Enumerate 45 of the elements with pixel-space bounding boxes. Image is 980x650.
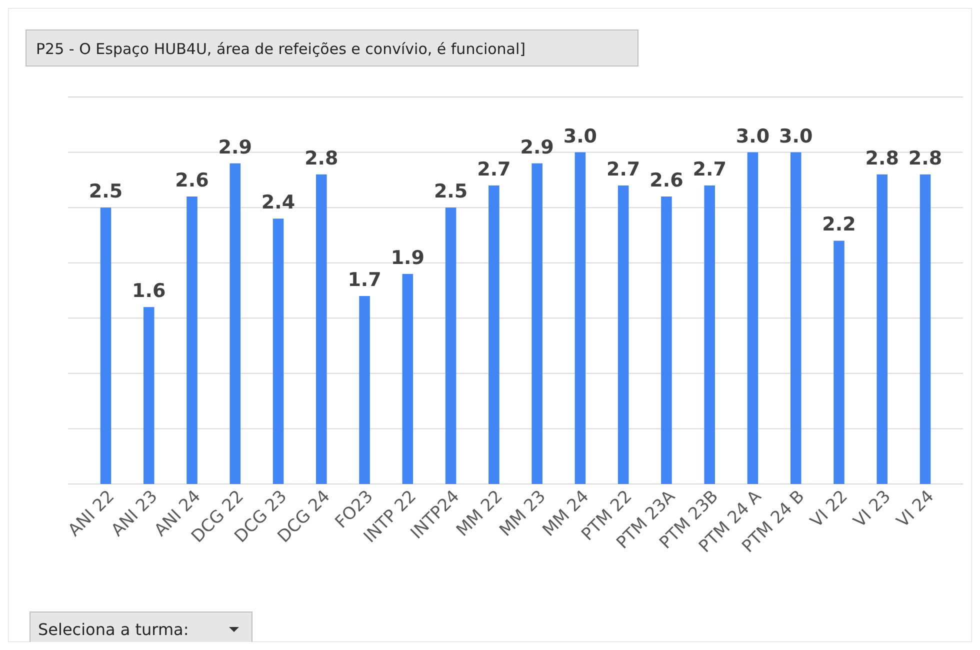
bar: [876, 174, 888, 484]
bar: [532, 163, 542, 484]
bar: [230, 163, 241, 484]
bar: [920, 174, 931, 484]
data-label: 2.7: [477, 158, 511, 180]
chart-title: P25 - O Espaço HUB4U, área de refeições e convívio, é funcional]: [36, 40, 526, 58]
x-tick-label: VI 22: [806, 486, 852, 532]
bar: [445, 208, 456, 484]
data-label: 2.5: [88, 180, 123, 203]
data-label: 3.0: [563, 125, 598, 148]
bar: [359, 296, 370, 484]
bar: [661, 196, 672, 484]
data-label: 3.0: [779, 125, 813, 148]
data-label: 1.6: [132, 280, 166, 302]
bar: [402, 274, 414, 484]
data-label: 2.5: [434, 180, 468, 203]
bar: [790, 152, 802, 484]
bar: [574, 152, 586, 484]
bar: [834, 240, 844, 484]
data-label: 2.2: [822, 214, 856, 236]
data-label: 1.9: [390, 246, 425, 269]
x-tick-label: VI 24: [893, 486, 938, 532]
bar: [704, 185, 715, 484]
bar: [143, 307, 154, 484]
data-label: 2.7: [692, 158, 726, 180]
data-label: 2.8: [865, 147, 899, 170]
data-label: 2.9: [520, 136, 554, 158]
bar: [618, 185, 629, 484]
data-label: 1.7: [348, 269, 382, 292]
bar: [488, 185, 500, 484]
bar: [316, 174, 327, 484]
bar: [186, 196, 198, 484]
text: Seleciona a turma:: [38, 620, 189, 639]
bar: [747, 152, 758, 484]
data-label: 2.6: [175, 170, 209, 192]
bar: [100, 208, 112, 484]
x-tick-label: VI 23: [850, 486, 895, 532]
data-label: 2.9: [218, 136, 252, 158]
data-label: 3.0: [736, 125, 770, 148]
data-label: 2.6: [650, 170, 684, 192]
bar: [272, 218, 284, 484]
data-label: 2.4: [261, 192, 296, 214]
data-label: 2.8: [908, 147, 942, 170]
data-label: 2.7: [606, 158, 640, 180]
data-label: 2.8: [304, 147, 338, 170]
